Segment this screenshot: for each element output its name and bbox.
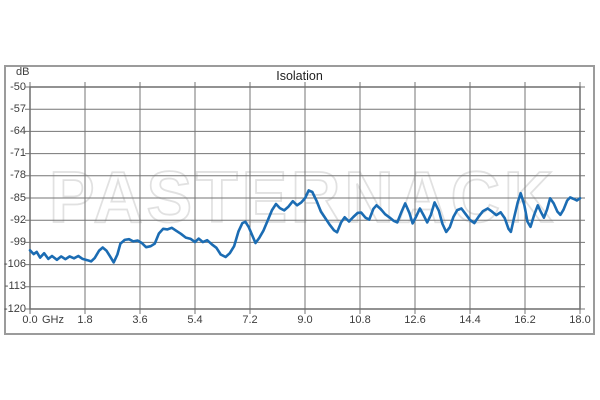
y-tick-label: -50: [10, 80, 26, 93]
chart-panel: [4, 65, 595, 335]
y-tick-label: -78: [10, 169, 26, 182]
y-tick-label: -92: [10, 213, 26, 226]
x-tick-label: 9.0: [297, 314, 313, 326]
x-tick-label: 1.8: [77, 314, 93, 326]
y-tick-label: -113: [4, 280, 26, 293]
x-tick-label: 10.8: [349, 314, 371, 326]
y-tick-label: -106: [3, 258, 26, 271]
isolation-trace-line: [28, 189, 582, 264]
x-axis-unit-label: GHz: [42, 314, 64, 326]
y-axis-unit-label: dB: [16, 66, 30, 78]
x-tick-label: 3.6: [132, 314, 148, 326]
x-tick-label: 16.2: [514, 314, 536, 326]
plot-area: PASTERNACK: [25, 82, 585, 314]
y-tick-label: -64: [10, 124, 26, 137]
x-tick-label: 0.0: [22, 314, 38, 326]
y-tick-label: -99: [10, 235, 26, 248]
chart-title: Isolation: [276, 69, 323, 83]
y-tick-label: -57: [10, 102, 26, 115]
x-tick-label: 5.4: [187, 314, 203, 326]
y-tick-label: -85: [10, 191, 26, 204]
x-tick-label: 7.2: [242, 314, 258, 326]
x-tick-label: 18.0: [569, 314, 591, 326]
y-tick-label: -120: [3, 302, 26, 315]
x-tick-label: 12.6: [404, 314, 426, 326]
x-tick-label: 14.4: [459, 314, 481, 326]
y-tick-label: -71: [10, 147, 26, 160]
